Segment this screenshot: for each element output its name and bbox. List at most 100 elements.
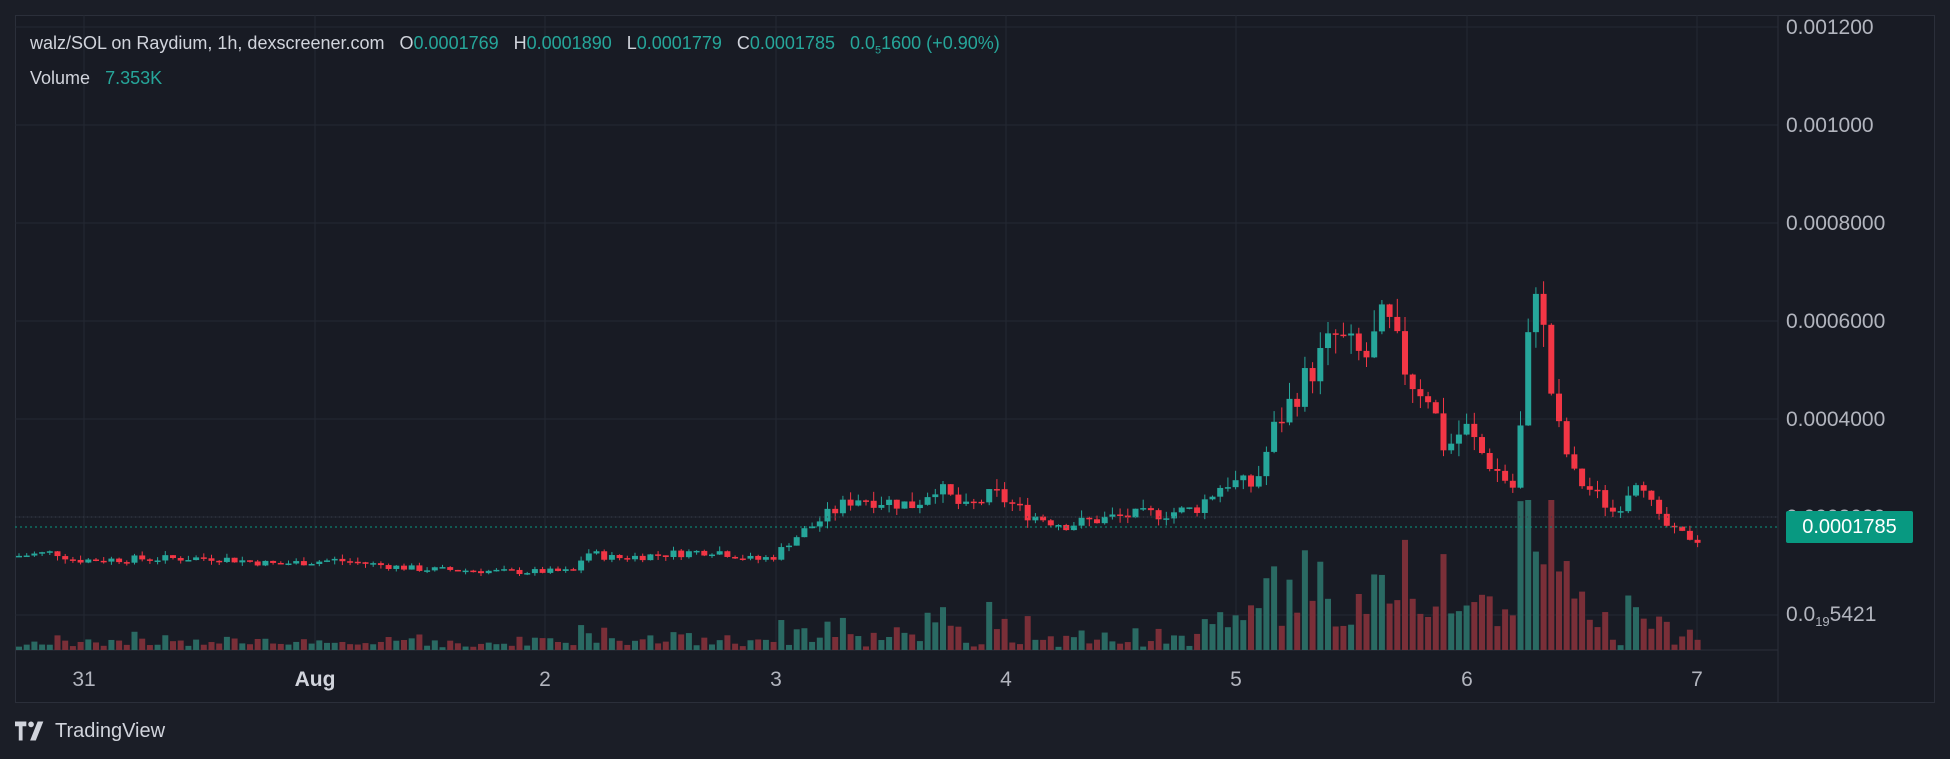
candle-body xyxy=(478,571,484,574)
candle xyxy=(1532,287,1539,348)
volume-bar xyxy=(1325,598,1331,650)
change-value: 0.051600 (+0.90%) xyxy=(849,33,1000,57)
candle xyxy=(116,557,123,565)
candle xyxy=(601,549,608,562)
candle xyxy=(162,551,169,564)
volume-bar xyxy=(786,644,792,650)
candle xyxy=(1117,508,1124,523)
volume-bars xyxy=(16,500,1701,650)
candle xyxy=(916,499,923,514)
candle-body xyxy=(1186,507,1193,509)
candle-body xyxy=(1070,525,1077,531)
candle-body xyxy=(162,555,169,561)
candle-body xyxy=(1394,316,1401,332)
volume-bar xyxy=(1209,624,1216,650)
candle xyxy=(1625,486,1632,514)
volume-bar xyxy=(863,646,869,650)
volume-bar xyxy=(1117,643,1124,650)
candle xyxy=(1047,519,1054,528)
chart-frame[interactable] xyxy=(15,15,1935,703)
volume-bar xyxy=(1070,637,1077,650)
candle xyxy=(1517,411,1524,489)
volume-bar xyxy=(1224,627,1231,650)
candle xyxy=(993,479,1000,497)
candle-body xyxy=(562,569,569,571)
volume-bar xyxy=(1409,598,1416,650)
candle-body xyxy=(1656,499,1663,514)
candle xyxy=(208,554,215,565)
candle-body xyxy=(431,567,438,571)
volume-bar xyxy=(608,638,615,650)
candle-body xyxy=(401,565,407,570)
candle-body xyxy=(1640,485,1647,491)
candle-body xyxy=(555,568,561,571)
candle xyxy=(932,488,939,504)
candle-body xyxy=(1502,470,1509,481)
candle xyxy=(655,551,662,560)
volume-bar xyxy=(362,643,369,650)
candle-body xyxy=(678,550,685,558)
volume-bar xyxy=(701,637,708,650)
candle-body xyxy=(1525,332,1532,426)
candle xyxy=(1648,490,1655,506)
candle-body xyxy=(662,555,669,558)
volume-bar xyxy=(685,633,692,650)
volume-bar xyxy=(100,645,107,650)
candle xyxy=(1602,484,1609,517)
volume-bar xyxy=(1101,632,1108,650)
volume-bar xyxy=(300,639,307,650)
candle-body xyxy=(1024,504,1031,521)
candle xyxy=(262,560,269,567)
volume-bar xyxy=(1579,591,1586,650)
candle-body xyxy=(955,494,962,504)
candle xyxy=(1432,399,1439,414)
candle xyxy=(254,559,261,567)
x-tick-label: 3 xyxy=(770,668,782,691)
volume-bar xyxy=(1371,574,1378,650)
candle xyxy=(955,487,962,510)
candle-body xyxy=(1517,425,1524,488)
volume-bar xyxy=(893,627,900,650)
tradingview-brand[interactable]: TradingView xyxy=(15,718,165,744)
volume-bar xyxy=(69,646,76,650)
volume-label: Volume xyxy=(30,67,91,88)
candle xyxy=(1070,522,1077,531)
candle-body xyxy=(254,561,261,566)
candle xyxy=(593,549,600,555)
volume-bar xyxy=(1063,635,1070,650)
candle xyxy=(1055,524,1062,531)
candle-body xyxy=(655,554,662,556)
candle-body xyxy=(647,554,654,561)
volume-bar xyxy=(1432,606,1439,650)
last-price-tag: 0.0001785 xyxy=(1786,511,1913,543)
volume-bar xyxy=(239,643,246,650)
candle-body xyxy=(270,560,277,563)
candle-body xyxy=(1355,333,1362,351)
volume-bar xyxy=(208,642,215,650)
candle xyxy=(570,567,577,571)
candle xyxy=(1271,411,1278,454)
candle xyxy=(701,549,708,557)
candle-body xyxy=(108,558,115,562)
candle-body xyxy=(439,567,446,569)
candle-body xyxy=(1232,480,1239,488)
volume-bar xyxy=(670,632,677,650)
candle-body xyxy=(747,555,754,559)
volume-bar xyxy=(339,641,346,650)
volume-bar xyxy=(632,640,638,650)
candle-body xyxy=(547,568,554,573)
candle-body xyxy=(1440,413,1447,451)
volume-bar xyxy=(23,644,30,650)
candle-body xyxy=(593,551,600,554)
candle-body xyxy=(1209,496,1216,500)
candle-body xyxy=(85,559,92,563)
volume-bar xyxy=(1171,635,1177,650)
volume-bar xyxy=(1286,579,1293,650)
candle xyxy=(385,563,392,571)
candle-body xyxy=(231,557,238,563)
grid-lines xyxy=(15,15,1779,703)
candle-body xyxy=(408,565,415,570)
candle xyxy=(16,553,22,558)
candle xyxy=(139,551,146,562)
